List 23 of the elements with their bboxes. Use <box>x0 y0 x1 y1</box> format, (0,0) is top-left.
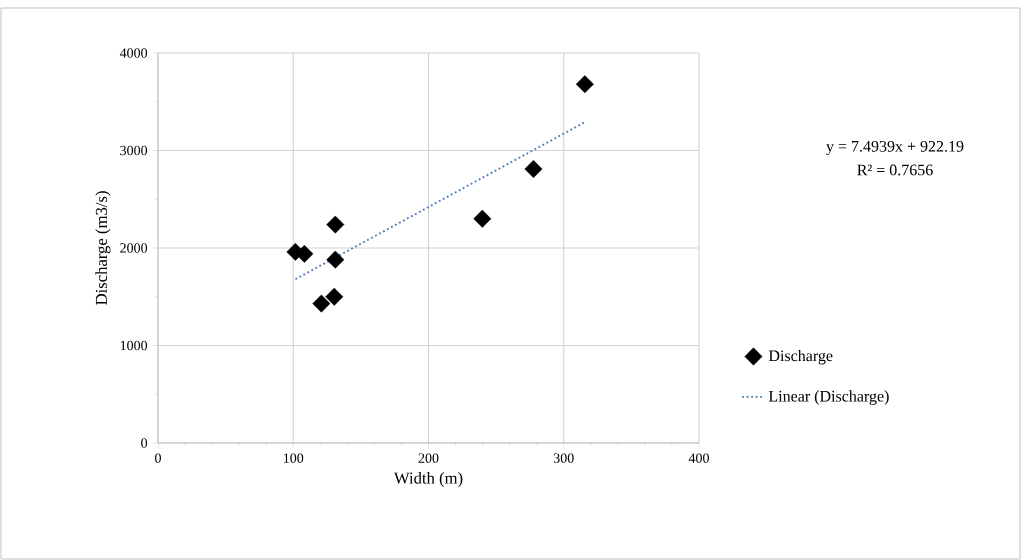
text: R² = 0.7656 <box>857 164 933 176</box>
point <box>326 215 345 234</box>
point <box>312 294 331 313</box>
y-tick-label: 3000 <box>120 145 148 156</box>
point <box>325 287 344 306</box>
legend-label: Linear (Discharge) <box>768 390 889 405</box>
x-tick-label: 100 <box>283 453 304 463</box>
y-axis-title: Discharge (m3/s) <box>95 191 111 305</box>
x-tick-label: 0 <box>155 453 161 463</box>
x-tick-label: 300 <box>553 453 574 463</box>
legend-label: Discharge <box>768 349 833 365</box>
y-tick-label: 0 <box>141 438 148 448</box>
y-tick-label: 2000 <box>120 243 148 253</box>
point <box>524 160 543 178</box>
point <box>473 209 492 228</box>
point <box>575 75 594 94</box>
y-tick-label: 1000 <box>120 340 148 351</box>
point <box>326 250 345 269</box>
y-tick-label: 4000 <box>119 48 148 58</box>
x-tick-label: 200 <box>418 453 439 463</box>
x-tick-label: 400 <box>688 453 709 463</box>
x-axis-title: Width (m) <box>393 471 463 488</box>
text: y = 7.4939x + 922.19 <box>826 140 964 156</box>
